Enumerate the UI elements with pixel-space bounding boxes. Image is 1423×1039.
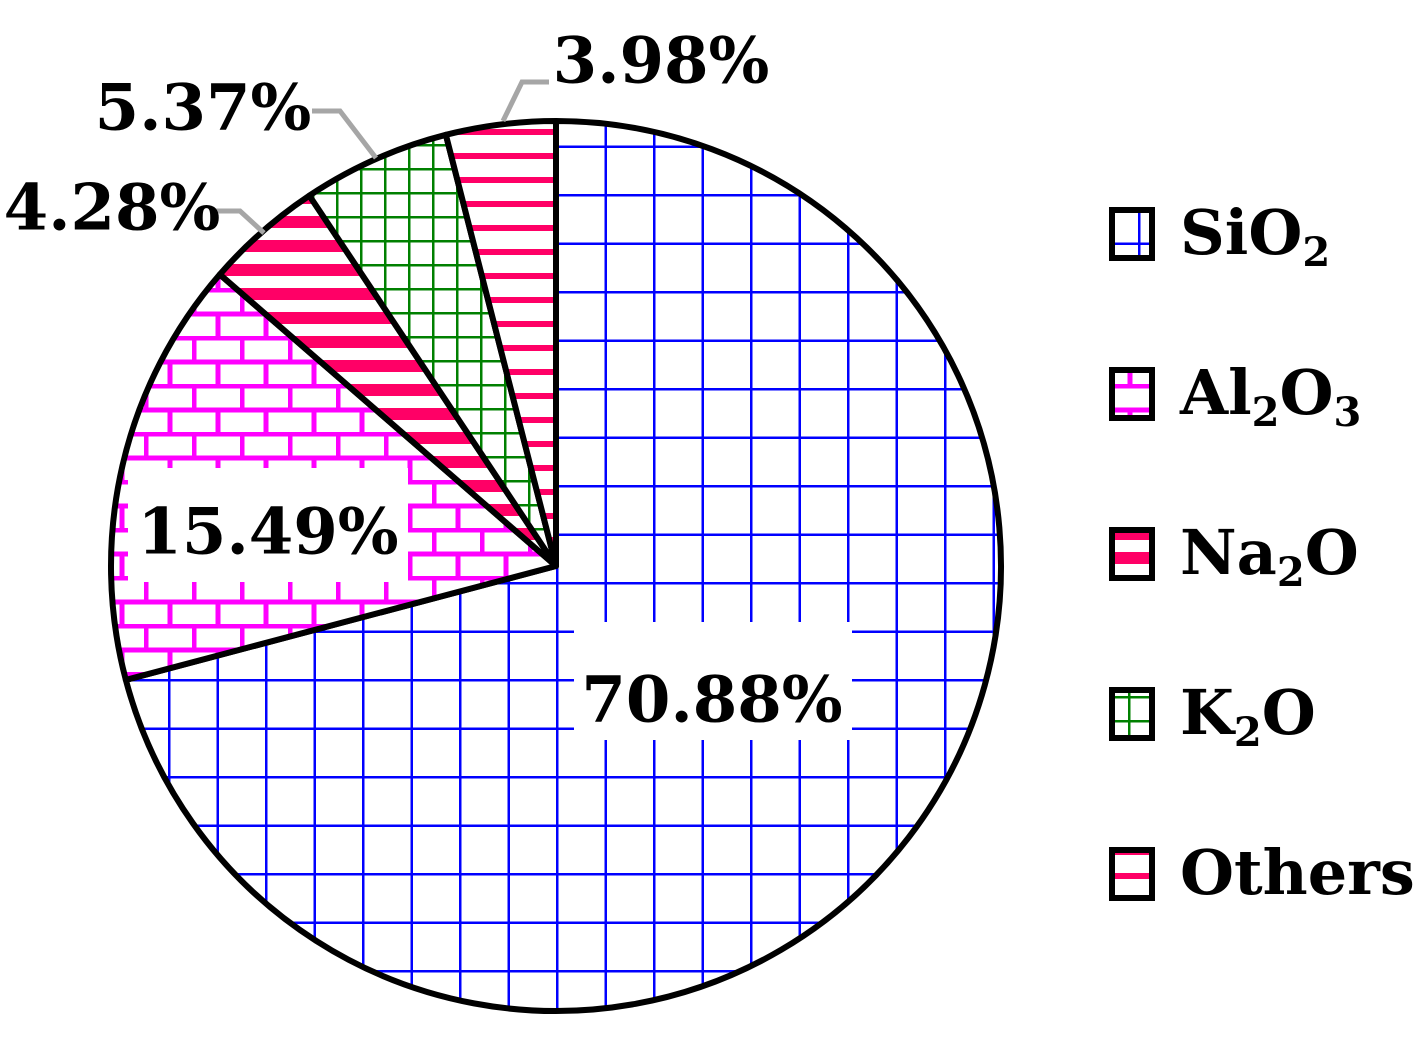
legend-swatch-na2o (1109, 527, 1155, 581)
legend-item-others: Others (1109, 836, 1415, 909)
data-label-others: 3.98% (553, 24, 770, 99)
legend-subscript: 2 (1302, 229, 1330, 276)
label-background-sio2 (574, 622, 852, 740)
legend-text: SiO (1180, 196, 1302, 269)
legend-swatch-others (1109, 847, 1155, 901)
leader-lines (212, 79, 549, 235)
legend-text: O (1280, 356, 1334, 429)
legend-item-k2o: K2O (1109, 676, 1316, 756)
legend-swatch-al2o3 (1109, 367, 1155, 421)
legend-text: K (1180, 676, 1236, 749)
legend-text: Others (1180, 836, 1415, 909)
legend-item-na2o: Na2O (1109, 516, 1359, 596)
legend-label-others: Others (1180, 836, 1415, 909)
legend-label-na2o: Na2O (1180, 516, 1359, 596)
legend-text: Al (1179, 356, 1252, 429)
legend-subscript: 3 (1334, 389, 1362, 436)
legend-text: O (1305, 516, 1359, 589)
legend-text: O (1262, 676, 1316, 749)
data-label-na2o: 4.28% (4, 171, 221, 246)
data-label-al2o3: 15.49% (137, 495, 398, 570)
legend-subscript: 2 (1277, 549, 1305, 596)
legend-item-al2o3: Al2O3 (1109, 356, 1361, 436)
legend-subscript: 2 (1234, 709, 1262, 756)
leader-line-k2o (312, 108, 378, 160)
pie-labels: 70.88% 15.49% 4.28% 5.37% 3.98% (4, 24, 852, 740)
legend-label-al2o3: Al2O3 (1179, 356, 1361, 436)
legend-subscript: 2 (1252, 389, 1280, 436)
pie-slice-sio2 (122, 118, 1004, 1014)
label-background-al2o3 (128, 468, 408, 582)
legend-swatch-sio2 (1109, 207, 1155, 261)
data-label-sio2: 70.88% (581, 663, 842, 738)
data-label-k2o: 5.37% (95, 71, 312, 146)
leader-line-na2o (212, 208, 266, 235)
pie-slice-others (442, 118, 559, 569)
legend-text: Na (1180, 516, 1277, 589)
leader-line-others (500, 79, 549, 123)
legend-swatch-k2o (1109, 687, 1155, 741)
legend-label-sio2: SiO2 (1180, 196, 1330, 276)
legend-item-sio2: SiO2 (1109, 196, 1330, 276)
legend-label-k2o: K2O (1180, 676, 1316, 756)
